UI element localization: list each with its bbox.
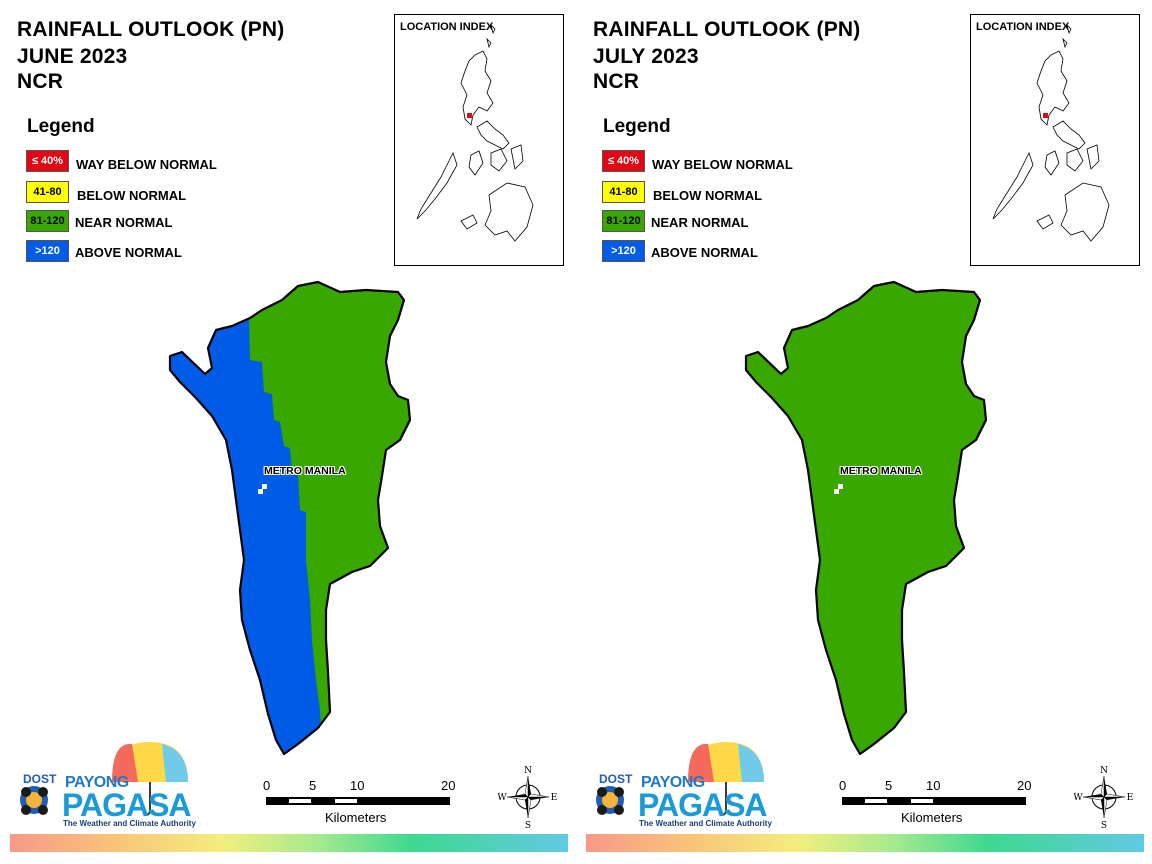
- logo-dost-text: DOST: [599, 772, 633, 786]
- map-title: RAINFALL OUTLOOK (PN): [593, 18, 861, 41]
- legend-title: Legend: [27, 116, 95, 137]
- ncr-boundary: [168, 280, 412, 756]
- map-region: NCR: [593, 70, 640, 93]
- inset-title: LOCATION INDEX: [976, 21, 1070, 33]
- compass-n: N: [1100, 766, 1108, 776]
- map-region: NCR: [17, 70, 64, 93]
- outlook-panel-june: RAINFALL OUTLOOK (PN) JUNE 2023 NCR Lege…: [10, 14, 568, 852]
- map-marker: [262, 484, 267, 489]
- legend-label-below: BELOW NORMAL: [653, 188, 763, 203]
- outlook-panel-july: RAINFALL OUTLOOK (PN) JULY 2023 NCR Lege…: [576, 0, 1152, 864]
- map-month: JUNE 2023: [17, 45, 128, 68]
- scale-bar-graphic: [842, 797, 1026, 805]
- logo-pagasa-text: PAGASA: [62, 787, 192, 823]
- legend-label-near: NEAR NORMAL: [651, 215, 749, 230]
- legend-swatch-near: 81-120: [26, 210, 69, 232]
- legend-swatch-way-below: ≤ 40%: [26, 150, 69, 172]
- footer-gradient-bar: [586, 834, 1144, 852]
- compass-n: N: [524, 766, 532, 776]
- legend-label-way-below: WAY BELOW NORMAL: [76, 157, 217, 172]
- legend-swatch-below: 41-80: [602, 181, 645, 203]
- compass-e: E: [1127, 793, 1134, 803]
- ncr-boundary: [744, 280, 988, 756]
- place-label-metro-manila: METRO MANILA: [264, 465, 346, 477]
- legend-label-above: ABOVE NORMAL: [75, 245, 182, 260]
- panel-divider: [575, 0, 576, 864]
- legend-swatch-way-below: ≤ 40%: [602, 150, 645, 172]
- legend-swatch-above: >120: [26, 240, 69, 262]
- legend-swatch-below: 41-80: [26, 181, 69, 203]
- north-arrow-compass: N S E W: [497, 764, 558, 831]
- ncr-rainfall-map: [168, 280, 412, 756]
- map-month: JULY 2023: [593, 45, 699, 68]
- place-label-metro-manila: METRO MANILA: [840, 465, 922, 477]
- legend-swatch-near: 81-120: [602, 210, 645, 232]
- scale-tick-10: 10: [350, 778, 365, 793]
- compass-e: E: [551, 793, 558, 803]
- ncr-marker: [1043, 113, 1048, 118]
- logo-dost-text: DOST: [23, 772, 57, 786]
- philippines-outline-map: [416, 23, 534, 242]
- umbrella-logo-icon: [20, 742, 188, 816]
- compass-w: W: [498, 793, 507, 803]
- scale-unit: Kilometers: [325, 810, 387, 825]
- legend-swatch-above: >120: [602, 240, 645, 262]
- compass-rose-icon: N S E W: [497, 766, 558, 831]
- philippines-outline-map: [992, 23, 1110, 242]
- scale-tick-20: 20: [1017, 778, 1032, 793]
- inset-title: LOCATION INDEX: [400, 21, 494, 33]
- compass-s: S: [525, 821, 531, 830]
- footer-gradient-bar: [10, 834, 568, 852]
- pagasa-logo: DOST PAYONG PAGASA The Weather and Clima…: [592, 740, 772, 835]
- legend-label-below: BELOW NORMAL: [77, 188, 187, 203]
- logo-payong-text: PAYONG: [641, 774, 705, 791]
- umbrella-logo-icon: [596, 742, 764, 816]
- scale-tick-20: 20: [441, 778, 456, 793]
- map-marker: [838, 484, 843, 489]
- location-index-inset: LOCATION INDEX: [394, 14, 564, 266]
- compass-rose-icon: N S E W: [1073, 766, 1134, 831]
- logo-payong-text: PAYONG: [65, 774, 129, 791]
- map-title: RAINFALL OUTLOOK (PN): [17, 18, 285, 41]
- legend-label-way-below: WAY BELOW NORMAL: [652, 157, 793, 172]
- compass-w: W: [1074, 793, 1083, 803]
- scale-tick-0: 0: [263, 778, 271, 793]
- scale-bar-graphic: [266, 797, 450, 805]
- pagasa-logo: DOST PAYONG PAGASA The Weather and Clima…: [16, 740, 196, 835]
- scale-tick-10: 10: [926, 778, 941, 793]
- scale-tick-5: 5: [309, 778, 317, 793]
- ncr-rainfall-map: [744, 280, 988, 756]
- compass-s: S: [1101, 821, 1107, 830]
- logo-tagline: The Weather and Climate Authority: [639, 819, 772, 828]
- scale-unit: Kilometers: [901, 810, 963, 825]
- legend-label-near: NEAR NORMAL: [75, 215, 173, 230]
- scale-tick-5: 5: [885, 778, 893, 793]
- north-arrow-compass: N S E W: [1073, 764, 1134, 831]
- ncr-marker: [467, 113, 472, 118]
- legend-title: Legend: [603, 116, 671, 137]
- scale-tick-0: 0: [839, 778, 847, 793]
- legend-label-above: ABOVE NORMAL: [651, 245, 758, 260]
- logo-pagasa-text: PAGASA: [638, 787, 768, 823]
- location-index-inset: LOCATION INDEX: [970, 14, 1140, 266]
- logo-tagline: The Weather and Climate Authority: [63, 819, 196, 828]
